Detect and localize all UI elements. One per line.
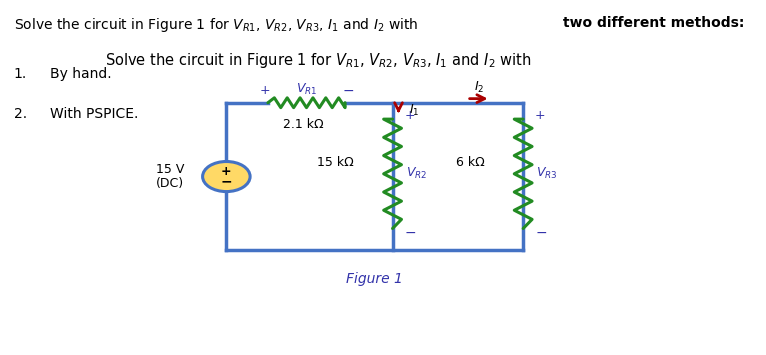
Text: Solve the circuit in Figure 1 for $V_{R1}$, $V_{R2}$, $V_{R3}$, $I_1$ and $I_2$ : Solve the circuit in Figure 1 for $V_{R1…	[0, 354, 1, 355]
Text: 2.: 2.	[14, 106, 27, 120]
Text: −: −	[221, 175, 232, 189]
Text: 15 V: 15 V	[155, 163, 184, 176]
Text: $V_{R3}$: $V_{R3}$	[536, 166, 558, 181]
Text: 6 kΩ: 6 kΩ	[456, 156, 485, 169]
Text: $V_{R2}$: $V_{R2}$	[406, 166, 427, 181]
Text: Figure 1: Figure 1	[346, 272, 403, 286]
Text: two different methods:: two different methods:	[563, 16, 745, 30]
Text: −: −	[342, 83, 354, 97]
Text: $V_{R1}$: $V_{R1}$	[296, 82, 317, 97]
Text: (DC): (DC)	[156, 177, 184, 190]
Text: With PSPICE.: With PSPICE.	[50, 106, 138, 120]
Text: +: +	[404, 109, 415, 121]
Text: −: −	[404, 225, 416, 240]
Text: $I_2$: $I_2$	[473, 80, 484, 95]
Text: By hand.: By hand.	[50, 67, 111, 81]
Text: 15 kΩ: 15 kΩ	[317, 156, 354, 169]
Text: +: +	[221, 165, 231, 178]
Text: −: −	[535, 225, 547, 240]
Text: 2.1 kΩ: 2.1 kΩ	[283, 118, 324, 131]
Text: $I_1$: $I_1$	[409, 103, 420, 119]
Text: Solve the circuit in Figure 1 for $V_{R1}$, $V_{R2}$, $V_{R3}$, $I_1$ and $I_2$ : Solve the circuit in Figure 1 for $V_{R1…	[14, 16, 420, 34]
Text: 1.: 1.	[14, 67, 27, 81]
Ellipse shape	[202, 162, 250, 192]
Text: Solve the circuit in Figure 1 for $V_{R1}$, $V_{R2}$, $V_{R3}$, $I_1$ and $I_2$ : Solve the circuit in Figure 1 for $V_{R1…	[105, 51, 532, 70]
Text: +: +	[260, 84, 270, 97]
Text: +: +	[535, 109, 545, 121]
